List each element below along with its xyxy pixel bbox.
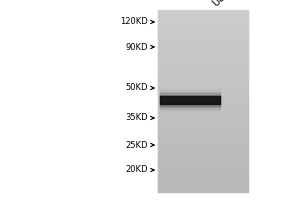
Text: 20KD: 20KD bbox=[125, 166, 148, 174]
Text: 90KD: 90KD bbox=[125, 43, 148, 51]
Text: 120KD: 120KD bbox=[120, 18, 148, 26]
Text: 50KD: 50KD bbox=[125, 84, 148, 92]
Text: 25KD: 25KD bbox=[125, 140, 148, 150]
Text: U87: U87 bbox=[210, 0, 231, 8]
Text: 35KD: 35KD bbox=[125, 114, 148, 122]
